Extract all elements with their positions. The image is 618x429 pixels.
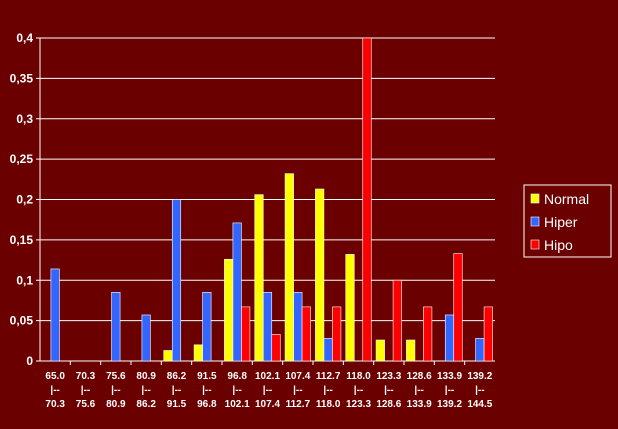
x-category-label: |-- (323, 385, 332, 396)
x-category-label: |-- (414, 385, 423, 396)
x-category-label: 128.6 (407, 371, 432, 382)
x-category-label: |-- (263, 385, 272, 396)
bar-hipo (332, 306, 342, 362)
x-category-label: 75.6 (76, 399, 96, 410)
x-category-label: 139.2 (437, 399, 462, 410)
bar-hipo (392, 279, 402, 362)
x-category-label: 75.6 (106, 371, 126, 382)
legend-box (523, 184, 612, 258)
x-category-label: |-- (384, 385, 393, 396)
bar-normal (375, 339, 385, 362)
x-category-label: 80.9 (136, 371, 156, 382)
legend: Normal Hiper Hipo (523, 184, 612, 258)
bar-hiper (232, 222, 242, 362)
x-category-label: |-- (232, 385, 241, 396)
bar-normal (315, 188, 325, 362)
bar-hipo (271, 334, 281, 362)
x-category-label: 128.6 (376, 399, 401, 410)
x-category-label: 65.0 (45, 371, 65, 382)
x-category-label: 118.0 (346, 371, 371, 382)
x-category-label: 123.3 (346, 399, 371, 410)
x-category-label: 102.1 (225, 399, 250, 410)
bar-hiper (444, 314, 455, 362)
bar-hiper (323, 338, 333, 362)
bar-hipo (453, 253, 463, 362)
y-tick-label: 0,25 (10, 152, 34, 166)
x-category-label: 112.7 (316, 371, 341, 382)
y-tick-label: 0,1 (16, 273, 33, 287)
x-category-label: |-- (202, 385, 211, 396)
bar-hipo (362, 37, 372, 362)
x-category-label: |-- (81, 385, 90, 396)
x-axis-categories: 65.0 |-- 70.3 70.3 |-- 75.6 75.6 |-- 80.9 80.9 |--… (45, 371, 492, 410)
bar-hiper (111, 292, 121, 362)
legend-label-hiper: Hiper (544, 214, 578, 230)
x-category-label: |-- (475, 385, 484, 396)
y-tick-label: 0,3 (16, 112, 33, 126)
x-category-label: 91.5 (197, 371, 217, 382)
bar-normal (163, 350, 173, 362)
bar-normal (284, 173, 294, 362)
x-category-label: 80.9 (106, 399, 126, 410)
x-category-label: 133.9 (437, 371, 462, 382)
x-category-label: 86.2 (167, 371, 187, 382)
x-category-label: 96.8 (227, 371, 247, 382)
x-category-label: |-- (445, 385, 454, 396)
bar-hiper (141, 314, 151, 362)
y-tick-label: 0 (26, 354, 33, 368)
y-tick-label: 0,15 (10, 233, 34, 247)
bar-hipo (423, 306, 433, 362)
legend-swatch-hiper (530, 216, 540, 227)
x-category-label: |-- (141, 385, 150, 396)
y-tick-label: 0,05 (10, 314, 34, 328)
x-category-label: |-- (293, 385, 302, 396)
bar-normal (345, 254, 355, 362)
x-category-label: 107.4 (285, 371, 310, 382)
x-category-label: 70.3 (76, 371, 96, 382)
bars (50, 37, 493, 362)
x-category-label: 102.1 (255, 371, 280, 382)
x-category-label: |-- (111, 385, 120, 396)
bar-hipo (483, 306, 493, 362)
x-category-label: 112.7 (286, 399, 311, 410)
bar-normal (193, 344, 203, 362)
bar-hiper (171, 199, 182, 362)
bar-hiper (50, 268, 60, 362)
x-category-label: 107.4 (255, 399, 280, 410)
y-tick-label: 0,4 (16, 31, 33, 45)
bar-hiper (202, 292, 212, 362)
x-category-label: 96.8 (197, 399, 217, 410)
x-category-label: 118.0 (316, 399, 341, 410)
legend-label-hipo: Hipo (544, 237, 573, 253)
legend-label-normal: Normal (544, 191, 589, 207)
bar-hipo (301, 306, 311, 362)
bar-normal (406, 339, 416, 362)
bar-hiper (293, 292, 303, 362)
y-tick-label: 0,2 (16, 193, 33, 207)
bar-hiper (475, 338, 485, 362)
legend-swatch-hipo (530, 239, 540, 250)
x-category-label: 70.3 (45, 399, 65, 410)
bar-normal (224, 258, 234, 362)
x-category-label: 133.9 (407, 399, 432, 410)
y-tick-label: 0,35 (10, 71, 34, 85)
x-category-label: 91.5 (167, 399, 187, 410)
bar-hipo (241, 306, 251, 362)
x-category-label: |-- (172, 385, 181, 396)
y-axis-ticks: 0 0,05 0,1 0,15 0,2 0,25 0,3 0,35 0,4 (10, 31, 34, 368)
x-category-label: 86.2 (136, 399, 156, 410)
x-category-label: |-- (50, 385, 59, 396)
bar-normal (254, 194, 264, 362)
x-category-label: 139.2 (467, 371, 492, 382)
bar-hiper (262, 292, 273, 362)
legend-swatch-normal (530, 193, 540, 204)
x-category-label: 144.5 (467, 399, 492, 410)
x-category-label: 123.3 (376, 371, 401, 382)
x-category-label: |-- (354, 385, 363, 396)
